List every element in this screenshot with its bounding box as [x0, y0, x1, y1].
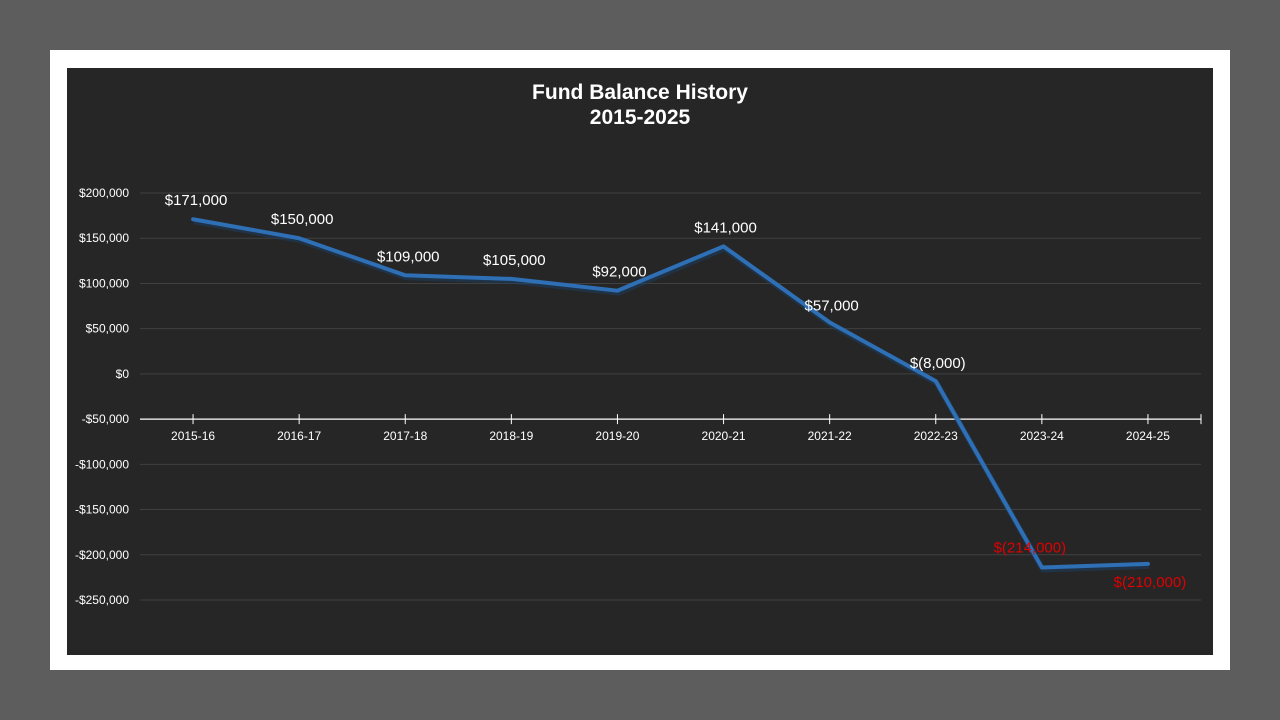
- y-tick-label: -$200,000: [75, 548, 129, 562]
- x-tick-label: 2016-17: [277, 429, 321, 443]
- data-label: $105,000: [483, 252, 546, 269]
- x-tick-label: 2015-16: [171, 429, 215, 443]
- data-label: $57,000: [805, 297, 859, 314]
- x-tick-label: 2022-23: [914, 429, 958, 443]
- x-tick-label: 2021-22: [808, 429, 852, 443]
- chart-subtitle: 2015-2025: [589, 106, 691, 129]
- series-line-shadow: [193, 218, 1150, 573]
- y-tick-label: -$50,000: [82, 412, 130, 426]
- data-label: $(210,000): [1114, 574, 1187, 591]
- data-label: $(8,000): [910, 355, 966, 372]
- y-tick-label: -$250,000: [75, 593, 129, 607]
- y-tick-label: -$150,000: [75, 503, 129, 517]
- data-label: $150,000: [271, 211, 334, 228]
- y-tick-label: $100,000: [79, 276, 129, 290]
- chart-area: [67, 68, 1213, 655]
- y-tick-label: $50,000: [86, 322, 130, 336]
- data-label: $92,000: [592, 264, 646, 281]
- y-tick-label: -$100,000: [75, 457, 129, 471]
- data-label: $171,000: [165, 192, 228, 209]
- data-label: $141,000: [694, 219, 757, 236]
- chart-title: Fund Balance History 2015-2025: [0, 80, 1280, 130]
- series-line: [191, 217, 1150, 570]
- y-tick-label: $0: [116, 367, 130, 381]
- chart-title-main: Fund Balance History: [532, 81, 748, 104]
- x-tick-label: 2020-21: [702, 429, 746, 443]
- x-tick-label: 2018-19: [489, 429, 533, 443]
- y-tick-label: $150,000: [79, 231, 129, 245]
- x-tick-label: 2017-18: [383, 429, 427, 443]
- y-tick-label: $200,000: [79, 186, 129, 200]
- x-tick-label: 2023-24: [1020, 429, 1064, 443]
- data-label: $(214,000): [994, 539, 1067, 556]
- x-tick-label: 2024-25: [1126, 429, 1170, 443]
- data-label: $109,000: [377, 248, 440, 265]
- x-tick-label: 2019-20: [595, 429, 639, 443]
